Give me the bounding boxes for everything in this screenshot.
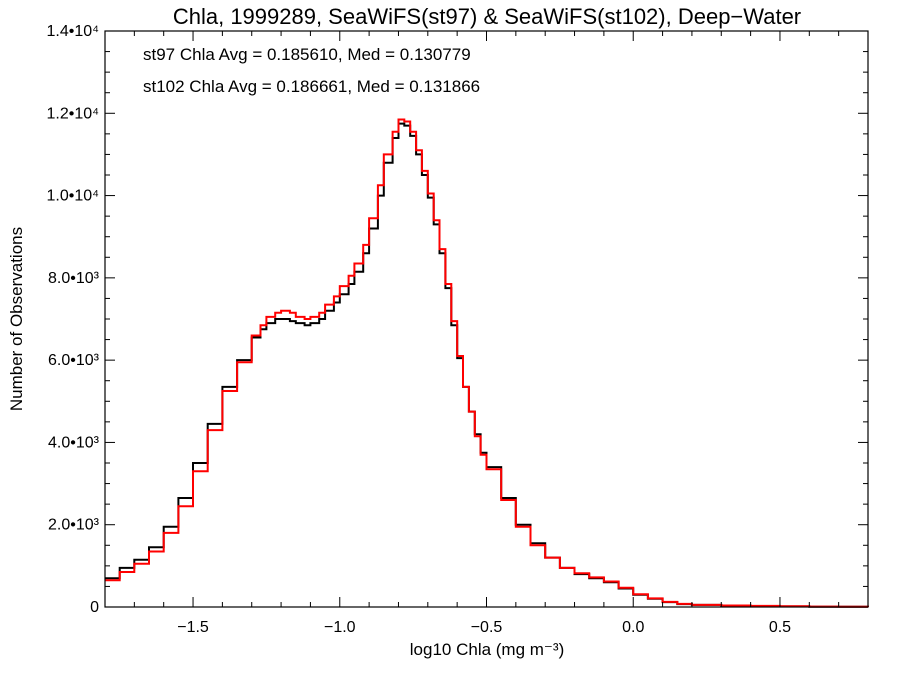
series-line-1 (105, 118, 869, 608)
x-tick-label: 0.0 (622, 619, 644, 636)
x-tick-label: −1.5 (177, 619, 209, 636)
y-axis: 0 2.0•10³ 4.0•10³ 6.0•10³ 8.0•10³ 1.0•10⁴ 1.2•… (46, 23, 868, 616)
y-tick-label: 6.0•10³ (48, 352, 100, 369)
y-tick-label: 0 (90, 599, 99, 616)
plot-series-group (105, 118, 869, 608)
x-tick-label: −0.5 (471, 619, 503, 636)
annotation-st102: st102 Chla Avg = 0.186661, Med = 0.13186… (143, 77, 480, 96)
y-tick-label: 4.0•10³ (48, 434, 100, 451)
x-tick-label: 0.5 (769, 619, 791, 636)
chart-title: Chla, 1999289, SeaWiFS(st97) & SeaWiFS(s… (173, 4, 801, 29)
y-tick-label: 1.4•10⁴ (46, 23, 99, 40)
series-line-0 (105, 122, 869, 608)
y-axis-label: Number of Observations (7, 227, 26, 411)
y-tick-label: 1.2•10⁴ (46, 105, 99, 122)
y-tick-label: 2.0•10³ (48, 517, 100, 534)
y-tick-label: 8.0•10³ (48, 270, 100, 287)
x-axis-label: log10 Chla (mg m⁻³) (410, 640, 564, 659)
y-tick-label: 1.0•10⁴ (46, 188, 99, 205)
x-axis: −1.5 −1.0 −0.5 0.0 0.5 (104, 31, 869, 636)
plot-frame (104, 30, 869, 608)
x-tick-label: −1.0 (324, 619, 356, 636)
annotation-st97: st97 Chla Avg = 0.185610, Med = 0.130779 (143, 45, 471, 64)
